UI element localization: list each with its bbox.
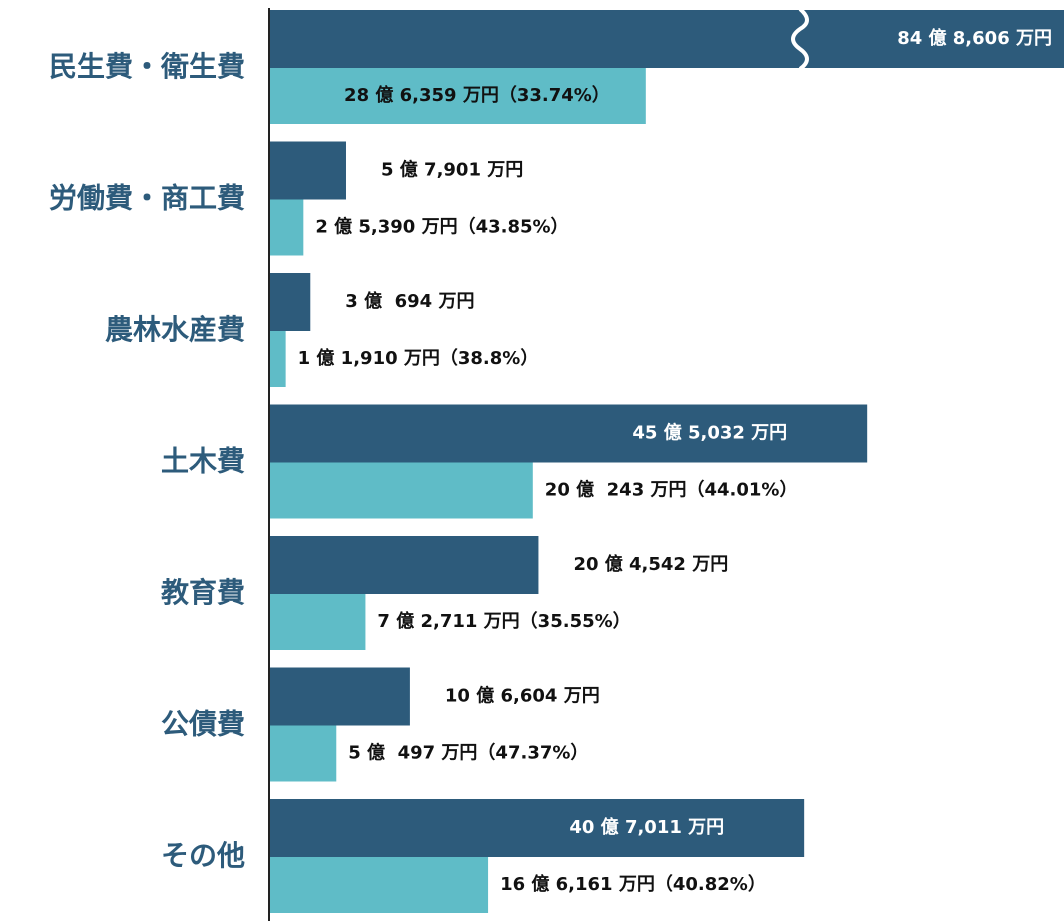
data-label: 28 億 6,359 万円（33.74%） — [344, 84, 610, 106]
data-label: 84 億 8,606 万円 — [897, 27, 1052, 49]
data-label: 20 億 4,542 万円 — [573, 553, 728, 575]
data-label: 3 億 694 万円 — [345, 290, 474, 312]
data-label: 5 億 7,901 万円 — [381, 159, 523, 181]
data-label: 16 億 6,161 万円（40.82%） — [500, 873, 766, 895]
category-label: 民生費・衛生費 — [49, 50, 245, 83]
bar — [270, 857, 489, 913]
bar — [270, 667, 410, 726]
category-label: その他 — [161, 839, 245, 872]
bar — [270, 141, 346, 200]
bar — [270, 10, 1064, 68]
bar — [270, 331, 286, 387]
data-label: 40 億 7,011 万円 — [569, 816, 724, 838]
break-mark — [791, 7, 809, 71]
bar — [270, 536, 539, 594]
data-label: 7 億 2,711 万円（35.55%） — [377, 610, 630, 632]
bar — [270, 199, 304, 256]
bar — [270, 404, 868, 463]
category-label: 農林水産費 — [105, 313, 245, 346]
data-label: 2 億 5,390 万円（43.85%） — [315, 216, 568, 238]
category-label: 土木費 — [161, 445, 245, 478]
category-label: 公債費 — [161, 708, 245, 741]
bar — [270, 725, 337, 782]
bar — [270, 68, 646, 124]
bar — [270, 462, 533, 519]
category-label: 労働費・商工費 — [49, 182, 245, 215]
data-label: 1 億 1,910 万円（38.8%） — [298, 347, 539, 369]
data-label: 20 億 243 万円（44.01%） — [545, 479, 798, 501]
data-label: 10 億 6,604 万円 — [445, 685, 600, 707]
bar — [270, 799, 805, 857]
data-label: 45 億 5,032 万円 — [632, 422, 787, 444]
data-label: 5 億 497 万円（47.37%） — [348, 742, 588, 764]
bar — [270, 273, 311, 331]
bar — [270, 594, 366, 650]
category-label: 教育費 — [161, 576, 245, 609]
